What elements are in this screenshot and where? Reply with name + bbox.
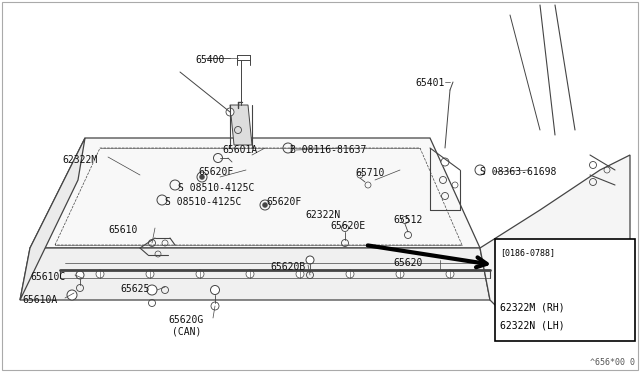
Circle shape (346, 270, 354, 278)
Text: 62322N (LH): 62322N (LH) (500, 320, 564, 330)
Circle shape (200, 174, 205, 180)
Circle shape (196, 270, 204, 278)
Text: 65512: 65512 (393, 215, 422, 225)
Polygon shape (20, 138, 85, 300)
Text: S 08510-4125C: S 08510-4125C (165, 197, 241, 207)
Text: 65610C: 65610C (30, 272, 65, 282)
Circle shape (67, 290, 77, 300)
Text: (CAN): (CAN) (172, 327, 202, 337)
Circle shape (226, 108, 234, 116)
Text: S 08510-4125C: S 08510-4125C (178, 183, 254, 193)
Text: ^656*00 0: ^656*00 0 (590, 358, 635, 367)
Text: 62322N: 62322N (305, 210, 340, 220)
Text: B 08116-81637: B 08116-81637 (290, 145, 366, 155)
Text: 65400: 65400 (195, 55, 225, 65)
Circle shape (296, 270, 304, 278)
Text: 65601A: 65601A (222, 145, 257, 155)
Polygon shape (480, 155, 630, 330)
Circle shape (396, 270, 404, 278)
Text: S 08363-61698: S 08363-61698 (480, 167, 556, 177)
Text: 65401: 65401 (415, 78, 444, 88)
Text: [0186-0788]: [0186-0788] (500, 248, 555, 257)
Text: 65610: 65610 (108, 225, 138, 235)
Text: 65620B: 65620B (270, 262, 305, 272)
Circle shape (147, 285, 157, 295)
Text: 65620E: 65620E (330, 221, 365, 231)
Text: 65610A: 65610A (22, 295, 57, 305)
Text: 62322M (RH): 62322M (RH) (500, 302, 564, 312)
Polygon shape (30, 138, 480, 248)
Text: 65620G: 65620G (168, 315, 204, 325)
Text: 62322M: 62322M (62, 155, 97, 165)
Circle shape (146, 270, 154, 278)
Polygon shape (20, 248, 490, 300)
Circle shape (262, 202, 268, 208)
Circle shape (76, 271, 84, 279)
Circle shape (441, 158, 449, 166)
FancyBboxPatch shape (495, 239, 635, 341)
Circle shape (211, 285, 220, 295)
Circle shape (306, 256, 314, 264)
Text: 65710: 65710 (355, 168, 385, 178)
Text: 65620F: 65620F (198, 167, 233, 177)
Text: 65620F: 65620F (266, 197, 301, 207)
Polygon shape (230, 105, 252, 145)
Circle shape (446, 270, 454, 278)
Text: 65620: 65620 (393, 258, 422, 268)
Circle shape (96, 270, 104, 278)
Text: 65625: 65625 (120, 284, 149, 294)
Circle shape (246, 270, 254, 278)
